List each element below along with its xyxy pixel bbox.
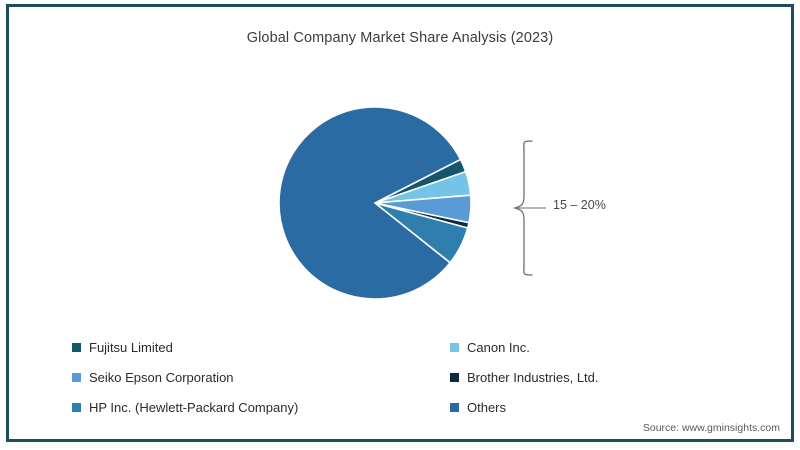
legend-item-label: Brother Industries, Ltd.: [467, 369, 599, 385]
pie-chart-svg: [278, 106, 472, 300]
legend-swatch-icon: [450, 402, 459, 412]
source-attribution: Source: www.gminsights.com: [642, 422, 780, 434]
legend-swatch-icon: [72, 402, 81, 412]
legend-column-left: Fujitsu Limited Seiko Epson Corporation …: [72, 332, 298, 422]
page-title: Global Company Market Share Analysis (20…: [246, 30, 554, 46]
legend-swatch-icon: [450, 342, 459, 352]
legend-item-seiko-epson-corporation[interactable]: Seiko Epson Corporation: [72, 362, 298, 392]
legend-item-label: Others: [467, 399, 507, 415]
legend-item-others[interactable]: Others: [450, 392, 599, 422]
pie-slice-group: [278, 106, 472, 300]
legend-item-label: Canon Inc.: [467, 339, 530, 355]
bracket-annotation: [510, 138, 650, 278]
legend-item-canon-inc[interactable]: Canon Inc.: [450, 332, 599, 362]
legend-item-hp-inc[interactable]: HP Inc. (Hewlett-Packard Company): [72, 392, 298, 422]
annotation-label: 15 – 20%: [553, 198, 606, 212]
legend-item-fujitsu-limited[interactable]: Fujitsu Limited: [72, 332, 298, 362]
legend-swatch-icon: [72, 342, 81, 352]
legend-item-brother-industries[interactable]: Brother Industries, Ltd.: [450, 362, 599, 392]
legend-column-right: Canon Inc. Brother Industries, Ltd. Othe…: [450, 332, 599, 422]
pie-chart: [278, 106, 472, 300]
legend-swatch-icon: [72, 372, 81, 382]
legend-item-label: Fujitsu Limited: [89, 339, 173, 355]
legend-swatch-icon: [450, 372, 459, 382]
curly-brace-icon: [512, 140, 546, 276]
pie-slice[interactable]: [278, 106, 462, 300]
legend-item-label: Seiko Epson Corporation: [89, 369, 234, 385]
legend-item-label: HP Inc. (Hewlett-Packard Company): [89, 399, 299, 415]
